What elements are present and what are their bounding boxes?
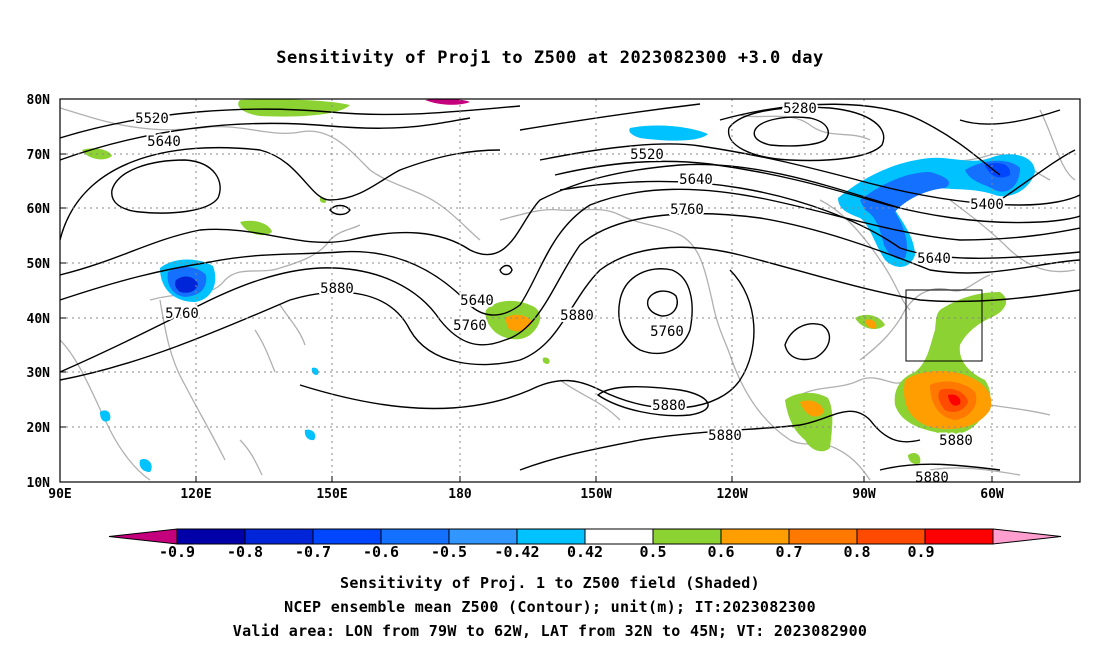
map-area xyxy=(60,99,1080,481)
lon-label: 120W xyxy=(716,487,747,502)
lon-label: 180 xyxy=(448,487,472,502)
contour-label: 5880 xyxy=(560,308,594,324)
longitude-labels: 90E 120E 150E 180 150W 120W 90W 60W xyxy=(48,487,1004,502)
colorbar-label: 0.5 xyxy=(639,543,666,561)
sensitivity-shading xyxy=(82,99,1035,472)
colorbar-label: -0.5 xyxy=(431,543,467,561)
contour-label: 5280 xyxy=(783,101,817,117)
colorbar-label: -0.8 xyxy=(227,543,263,561)
contour-label: 5880 xyxy=(320,281,354,297)
contour-label: 5640 xyxy=(460,293,494,309)
colorbar-swatch xyxy=(448,528,518,545)
colorbar-label: 0.6 xyxy=(707,543,734,561)
colorbar-label: 0.7 xyxy=(775,543,802,561)
contour-label: 5760 xyxy=(650,324,684,340)
contour-label: 5640 xyxy=(679,172,713,188)
caption-line-3: Valid area: LON from 79W to 62W, LAT fro… xyxy=(232,622,868,640)
contour-label: 5760 xyxy=(165,306,199,322)
contour-label: 5760 xyxy=(453,318,487,334)
lat-label: 70N xyxy=(27,148,51,163)
contour-label: 5520 xyxy=(135,111,169,127)
lat-label: 30N xyxy=(27,366,51,381)
colorbar-swatch xyxy=(380,528,450,545)
lon-label: 150E xyxy=(316,487,347,502)
grid-lines xyxy=(60,99,1080,482)
lat-label: 60N xyxy=(27,202,51,217)
colorbar-label: -0.6 xyxy=(363,543,399,561)
contour-label: 5640 xyxy=(917,251,951,267)
tick-marks xyxy=(59,98,993,483)
contour-label: 5880 xyxy=(708,428,742,444)
contour-label: 5880 xyxy=(652,398,686,414)
lat-label: 50N xyxy=(27,257,51,272)
lon-label: 60W xyxy=(980,487,1004,502)
map-title: Sensitivity of Proj1 to Z500 at 20230823… xyxy=(276,48,824,68)
lon-label: 120E xyxy=(180,487,211,502)
colorbar-swatch xyxy=(788,528,858,545)
colorbar-swatch xyxy=(244,528,314,545)
contour-label: 5880 xyxy=(939,433,973,449)
contour-label: 5520 xyxy=(630,147,664,163)
colorbar-label: 0.9 xyxy=(907,543,934,561)
map-frame xyxy=(59,98,1081,483)
colorbar xyxy=(108,528,1062,545)
colorbar-swatch xyxy=(856,528,926,545)
colorbar-swatch xyxy=(108,528,178,545)
lat-label: 40N xyxy=(27,312,51,327)
caption-line-1: Sensitivity of Proj. 1 to Z500 field (Sh… xyxy=(340,574,760,592)
height-contours xyxy=(60,103,1080,471)
latitude-labels: 80N 70N 60N 50N 40N 30N 20N 10N xyxy=(27,93,51,491)
colorbar-label: -0.42 xyxy=(494,543,539,561)
colorbar-label: -0.9 xyxy=(159,543,195,561)
caption-line-2: NCEP ensemble mean Z500 (Contour); unit(… xyxy=(284,598,816,616)
colorbar-swatch xyxy=(992,528,1062,545)
contour-label: 5400 xyxy=(970,197,1004,213)
contour-label: 5760 xyxy=(670,202,704,218)
colorbar-swatch xyxy=(720,528,790,545)
colorbar-swatch xyxy=(584,528,654,545)
colorbar-swatch xyxy=(924,528,994,545)
lat-label: 80N xyxy=(27,93,51,108)
colorbar-swatch xyxy=(312,528,382,545)
colorbar-swatch xyxy=(652,528,722,545)
colorbar-labels: -0.9 -0.8 -0.7 -0.6 -0.5 -0.42 0.42 0.5 … xyxy=(159,543,935,561)
colorbar-label: -0.7 xyxy=(295,543,331,561)
contour-label: 5640 xyxy=(147,134,181,150)
lat-label: 20N xyxy=(27,421,51,436)
colorbar-swatch xyxy=(176,528,246,545)
valid-area-box xyxy=(905,289,983,362)
colorbar-label: 0.42 xyxy=(567,543,603,561)
lon-label: 90W xyxy=(852,487,876,502)
lat-label: 10N xyxy=(27,476,51,491)
colorbar-label: 0.8 xyxy=(843,543,870,561)
contour-value-labels: 5520 5640 5280 5520 5640 5760 5400 5640 … xyxy=(133,99,1006,488)
colorbar-swatch xyxy=(516,528,586,545)
lon-label: 150W xyxy=(580,487,611,502)
contour-label: 5880 xyxy=(915,470,949,486)
lon-label: 90E xyxy=(48,487,71,502)
